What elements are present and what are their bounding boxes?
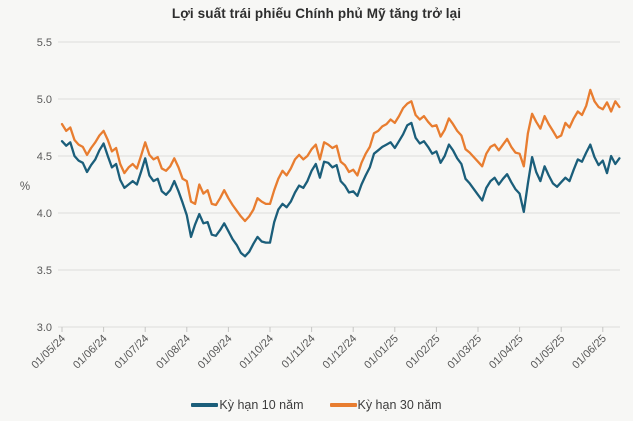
x-tick-label: 01/05/25 xyxy=(529,333,568,372)
y-tick-label: 4.0 xyxy=(37,208,52,220)
x-tick-label: 01/12/24 xyxy=(321,333,360,372)
legend-item-10y: Kỳ hạn 10 năm xyxy=(191,398,304,412)
legend-line-swatch-10y-icon xyxy=(191,403,219,407)
legend-item-30y: Kỳ hạn 30 năm xyxy=(329,398,442,412)
x-tick-label: 01/06/25 xyxy=(570,333,609,372)
legend-label-30y: Kỳ hạn 30 năm xyxy=(357,398,442,412)
y-tick-label: 3.0 xyxy=(37,322,52,334)
legend-line-swatch-30y-icon xyxy=(329,403,357,407)
x-tick-label: 01/10/24 xyxy=(237,333,276,372)
x-tick-label: 01/11/24 xyxy=(280,333,318,371)
x-tick-label: 01/04/25 xyxy=(487,333,526,372)
legend-label-10y: Kỳ hạn 10 năm xyxy=(219,398,304,412)
y-tick-label: 4.5 xyxy=(37,151,52,163)
x-tick-label: 01/05/24 xyxy=(29,333,68,372)
x-tick-label: 01/01/25 xyxy=(362,333,401,372)
y-tick-label: 5.0 xyxy=(37,94,52,106)
chart-legend: Kỳ hạn 10 năm Kỳ hạn 30 năm xyxy=(0,398,633,412)
x-tick-label: 01/03/25 xyxy=(445,333,484,372)
y-tick-label: 5.5 xyxy=(37,37,52,49)
series-line-10y xyxy=(60,121,621,258)
x-tick-label: 01/09/24 xyxy=(196,333,235,372)
x-tick-label: 01/07/24 xyxy=(113,333,152,372)
y-tick-label: 3.5 xyxy=(37,265,52,277)
series-line-30y xyxy=(60,88,621,223)
y-axis-unit-label: % xyxy=(20,181,30,193)
x-tick-label: 01/06/24 xyxy=(71,333,110,372)
x-tick-label: 01/08/24 xyxy=(154,333,193,372)
chart-title: Lợi suất trái phiếu Chính phủ Mỹ tăng tr… xyxy=(171,6,462,21)
x-tick-label: 01/02/25 xyxy=(404,333,443,372)
